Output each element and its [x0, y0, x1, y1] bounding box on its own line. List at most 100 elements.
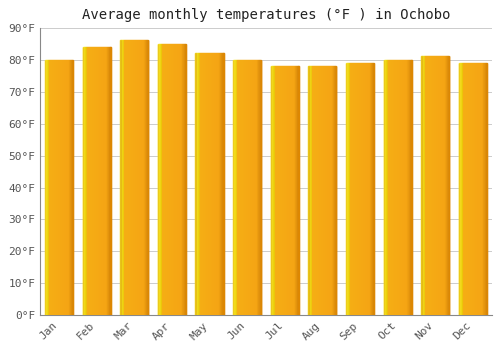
Bar [83, 47, 84, 315]
Bar [57, 60, 58, 315]
Bar [411, 60, 412, 315]
Bar [294, 66, 296, 315]
Bar [270, 66, 272, 315]
Bar [278, 66, 279, 315]
Bar [319, 66, 320, 315]
Bar [292, 66, 293, 315]
Bar [211, 53, 212, 315]
Bar [395, 60, 396, 315]
Bar [127, 41, 128, 315]
Bar [290, 66, 291, 315]
Bar [390, 60, 392, 315]
Bar [463, 63, 464, 315]
Bar [82, 47, 83, 315]
Bar [443, 56, 444, 315]
Bar [468, 63, 469, 315]
Bar [184, 44, 186, 315]
Bar [69, 60, 70, 315]
Bar [350, 63, 351, 315]
Bar [440, 56, 441, 315]
Bar [254, 60, 255, 315]
Bar [240, 60, 241, 315]
Bar [366, 63, 367, 315]
Bar [104, 47, 105, 315]
Bar [243, 60, 244, 315]
Bar [181, 44, 182, 315]
Bar [433, 56, 434, 315]
Bar [101, 47, 102, 315]
Bar [221, 53, 222, 315]
Bar [45, 60, 46, 315]
Bar [475, 63, 476, 315]
Bar [448, 56, 450, 315]
Bar [427, 56, 428, 315]
Bar [120, 41, 121, 315]
Bar [309, 66, 310, 315]
Bar [236, 60, 237, 315]
Bar [213, 53, 214, 315]
Bar [400, 60, 401, 315]
Bar [105, 47, 106, 315]
Bar [356, 63, 357, 315]
Bar [386, 60, 387, 315]
Bar [324, 66, 325, 315]
Bar [369, 63, 370, 315]
Bar [132, 41, 133, 315]
Bar [444, 56, 445, 315]
Bar [404, 60, 406, 315]
Bar [258, 60, 259, 315]
Bar [486, 63, 487, 315]
Bar [320, 66, 321, 315]
Bar [58, 60, 59, 315]
Bar [286, 66, 287, 315]
Bar [291, 66, 292, 315]
Bar [160, 44, 162, 315]
Bar [288, 66, 289, 315]
Bar [284, 66, 286, 315]
Bar [446, 56, 447, 315]
Bar [61, 60, 62, 315]
Bar [402, 60, 404, 315]
Bar [323, 66, 324, 315]
Bar [60, 60, 61, 315]
Bar [96, 47, 98, 315]
Bar [51, 60, 52, 315]
Bar [287, 66, 288, 315]
Bar [464, 63, 465, 315]
Bar [428, 56, 429, 315]
Bar [289, 66, 290, 315]
Bar [480, 63, 482, 315]
Bar [478, 63, 479, 315]
Bar [447, 56, 448, 315]
Bar [210, 53, 211, 315]
Bar [435, 56, 436, 315]
Bar [125, 41, 126, 315]
Bar [183, 44, 184, 315]
Bar [316, 66, 318, 315]
Bar [98, 47, 100, 315]
Bar [298, 66, 299, 315]
Bar [55, 60, 56, 315]
Bar [252, 60, 253, 315]
Bar [370, 63, 372, 315]
Bar [139, 41, 140, 315]
Bar [140, 41, 141, 315]
Bar [172, 44, 174, 315]
Bar [275, 66, 276, 315]
Bar [331, 66, 332, 315]
Bar [384, 60, 385, 315]
Bar [355, 63, 356, 315]
Bar [346, 63, 348, 315]
Bar [332, 66, 333, 315]
Bar [176, 44, 177, 315]
Bar [166, 44, 167, 315]
Bar [126, 41, 127, 315]
Bar [429, 56, 430, 315]
Bar [467, 63, 468, 315]
Bar [49, 60, 50, 315]
Bar [123, 41, 124, 315]
Bar [133, 41, 134, 315]
Bar [445, 56, 446, 315]
Bar [88, 47, 89, 315]
Bar [442, 56, 443, 315]
